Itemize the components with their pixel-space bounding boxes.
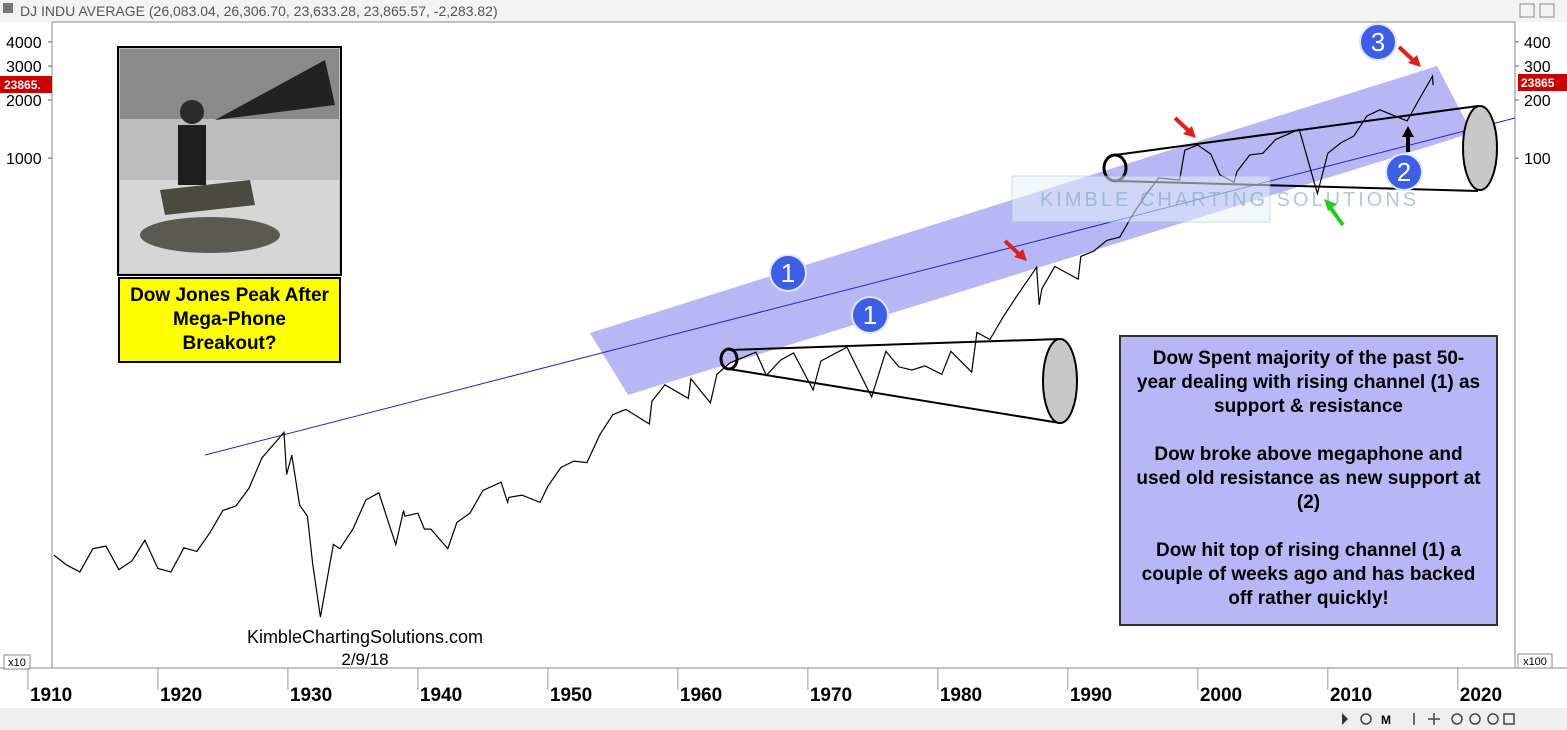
marker-label: 1: [863, 300, 877, 330]
price-tag: [1518, 74, 1567, 91]
notes-box: Dow Spent majority of the past 50-year d…: [1119, 335, 1498, 626]
multiplier-box: [1517, 653, 1553, 669]
price-tag: [0, 76, 52, 93]
megaphone: [719, 338, 1078, 424]
watermark-box: [1011, 175, 1271, 223]
x-tick-label: 1940: [420, 685, 462, 706]
window-button[interactable]: [1539, 3, 1555, 18]
x-tick-label: 2010: [1330, 685, 1372, 706]
y2-tick-label: 400: [1524, 35, 1551, 52]
y-tick-label: 3000: [6, 59, 42, 76]
y2-tick-label: 300: [1524, 59, 1551, 76]
rising-channel: [590, 66, 1472, 395]
x-tick-label: 1920: [160, 685, 202, 706]
window-button[interactable]: [1519, 3, 1535, 18]
marker-badge: [1359, 23, 1397, 61]
x-tick-label: 2020: [1460, 685, 1502, 706]
toolbar-label[interactable]: M: [1381, 713, 1391, 727]
y-tick-label: 1000: [6, 151, 42, 168]
title-icon: [3, 3, 13, 13]
arrows: [1003, 45, 1421, 261]
marker-badge: [851, 296, 889, 334]
trend-line: [204, 117, 1516, 456]
x-tick-label: 1980: [940, 685, 982, 706]
multiplier-box: [3, 654, 31, 670]
series-group: [53, 74, 1434, 618]
y-tick-label: 2000: [6, 93, 42, 110]
x-tick-label: 1950: [550, 685, 592, 706]
marker-label: 2: [1397, 157, 1411, 187]
y2-multiplier: x100: [1523, 656, 1547, 668]
y-multiplier: x10: [8, 657, 26, 669]
series-line: [53, 74, 1434, 618]
x-axis-area: [0, 668, 1567, 708]
x-tick-label: 2000: [1200, 685, 1242, 706]
x-tick-label: 1930: [290, 685, 332, 706]
title-bar: [0, 0, 1567, 22]
source: KimbleChartingSolutions.com: [247, 627, 483, 647]
x-tick-label: 1970: [810, 685, 852, 706]
last-price: 23865.: [4, 78, 41, 92]
y2-tick-label: 200: [1524, 93, 1551, 110]
scroll-button[interactable]: [1342, 713, 1348, 725]
chart-title: DJ INDU AVERAGE (26,083.04, 26,306.70, 2…: [20, 3, 498, 19]
y-tick-label: 4000: [6, 35, 42, 52]
x-tick-label: 1960: [680, 685, 722, 706]
marker-badge: [1385, 153, 1423, 191]
x-tick-label: 1910: [30, 685, 72, 706]
caption-box: Dow Jones Peak After Mega-Phone Breakout…: [118, 277, 341, 363]
note: Dow hit top of rising channel (1) a coup…: [1141, 540, 1476, 609]
last-price: 23865: [1521, 76, 1555, 90]
marker-label: 3: [1371, 27, 1385, 57]
marker-label: 1: [781, 258, 795, 288]
y2-tick-label: 100: [1524, 151, 1551, 168]
toolbar-icons[interactable]: [1360, 713, 1515, 725]
note: Dow Spent majority of the past 50-year d…: [1136, 348, 1481, 417]
note: Dow broke above megaphone and used old r…: [1136, 444, 1481, 513]
x-tick-label: 1990: [1070, 685, 1112, 706]
marker-badge: [769, 254, 807, 292]
date: 2/9/18: [341, 650, 388, 669]
photo: [117, 46, 342, 276]
scrollbar[interactable]: [0, 708, 1567, 730]
watermark: KIMBLE CHARTING SOLUTIONS: [1040, 189, 1419, 211]
